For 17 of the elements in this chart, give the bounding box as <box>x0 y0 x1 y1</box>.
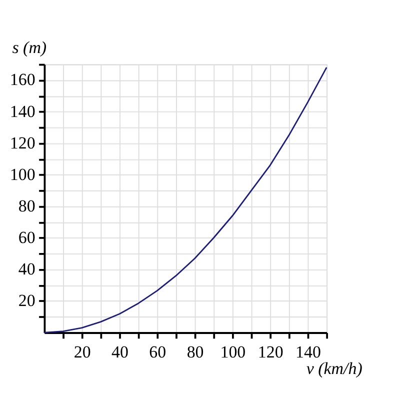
y-tick-label: 120 <box>10 133 36 152</box>
x-axis-title: v (km/h) <box>306 358 363 378</box>
x-tick-label: 20 <box>74 342 91 362</box>
x-tick-label: 120 <box>258 342 284 362</box>
y-tick-label: 40 <box>18 260 36 279</box>
x-tick-label: 40 <box>112 342 128 362</box>
x-tick-label: 80 <box>186 342 204 362</box>
y-axis-title: s (m) <box>12 38 47 57</box>
y-tick-label: 60 <box>18 228 36 248</box>
y-tick-label: 100 <box>10 164 36 184</box>
y-tick-label: 80 <box>18 196 36 216</box>
x-tick-label: 100 <box>220 342 246 362</box>
x-tick-label: 60 <box>149 342 166 362</box>
y-tick-label: 140 <box>10 102 36 121</box>
x-tick-label: 140 <box>296 342 321 362</box>
y-tick-label: 160 <box>10 70 36 90</box>
y-tick-label: 20 <box>18 291 36 310</box>
